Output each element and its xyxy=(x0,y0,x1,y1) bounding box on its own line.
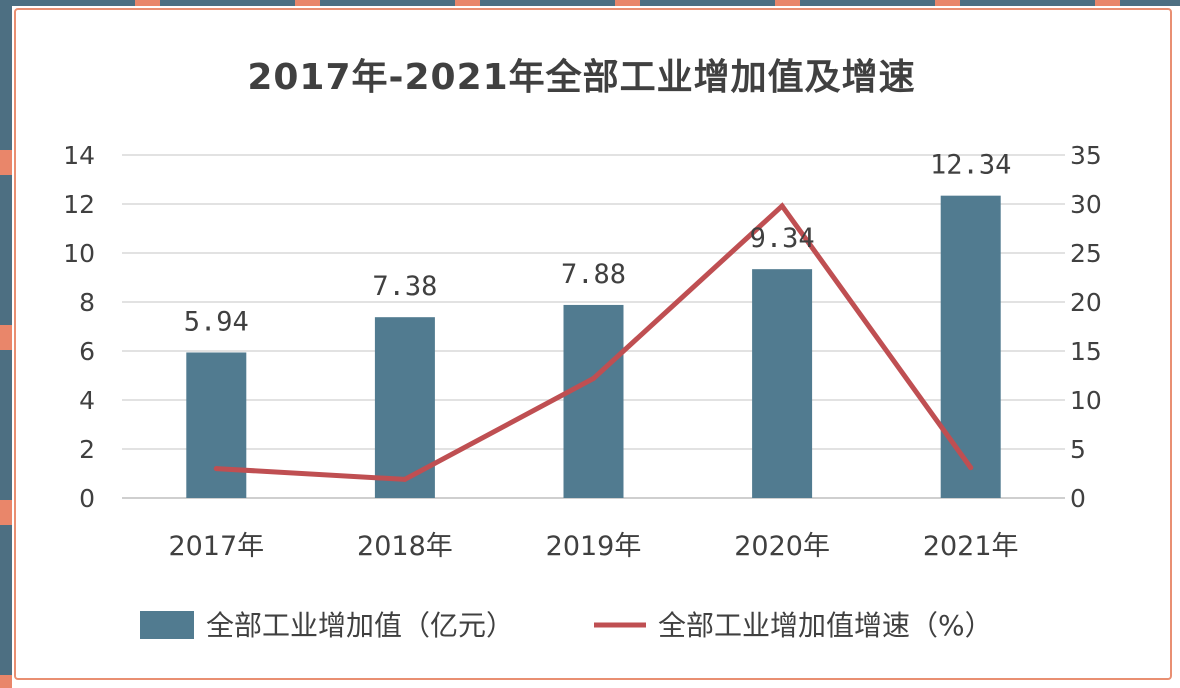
bar xyxy=(752,269,813,498)
right-axis-tick-label: 10 xyxy=(1070,386,1102,415)
bar-data-label: 5.94 xyxy=(184,306,249,337)
x-axis-tick-label: 2017年 xyxy=(168,531,264,562)
right-axis-tick-label: 0 xyxy=(1070,484,1086,513)
left-axis-tick-label: 12 xyxy=(63,190,95,219)
line-point xyxy=(968,465,974,471)
right-axis-tick-label: 15 xyxy=(1070,337,1102,366)
x-axis-tick-label: 2018年 xyxy=(357,531,453,562)
right-axis-tick-label: 20 xyxy=(1070,288,1102,317)
bar xyxy=(940,195,1001,499)
right-axis-tick-label: 25 xyxy=(1070,239,1102,268)
legend-bar-swatch xyxy=(140,611,194,639)
left-axis-tick-label: 10 xyxy=(63,239,95,268)
legend-line-label: 全部工业增加值增速（%） xyxy=(658,609,993,642)
line-point xyxy=(402,476,408,482)
left-axis-tick-label: 0 xyxy=(79,484,95,513)
legend-bar-label: 全部工业增加值（亿元） xyxy=(206,609,514,642)
bar xyxy=(563,304,624,498)
bar-data-label: 12.34 xyxy=(930,150,1011,181)
left-axis-tick-label: 6 xyxy=(79,337,95,366)
bar xyxy=(186,352,247,498)
left-axis-tick-label: 2 xyxy=(79,435,95,464)
bar-data-label: 7.88 xyxy=(561,259,626,290)
left-axis-tick-label: 8 xyxy=(79,288,95,317)
right-axis-tick-label: 35 xyxy=(1070,141,1102,170)
spreadsheet-left-edge xyxy=(0,0,12,688)
x-axis-tick-label: 2020年 xyxy=(734,531,830,562)
bar-data-label: 9.34 xyxy=(750,223,815,254)
chart-title: 2017年-2021年全部工业增加值及增速 xyxy=(247,57,916,98)
left-axis-tick-label: 14 xyxy=(63,141,95,170)
x-axis-tick-label: 2021年 xyxy=(923,531,1019,562)
line-point xyxy=(591,375,596,381)
line-point xyxy=(779,203,785,209)
line-point xyxy=(213,466,219,472)
right-axis-tick-label: 5 xyxy=(1070,435,1086,464)
left-axis-tick-label: 4 xyxy=(79,386,95,415)
right-axis-tick-label: 30 xyxy=(1070,190,1102,219)
x-axis-tick-label: 2019年 xyxy=(546,531,642,562)
bar-data-label: 7.38 xyxy=(372,271,437,302)
spreadsheet-top-edge xyxy=(0,0,1180,6)
